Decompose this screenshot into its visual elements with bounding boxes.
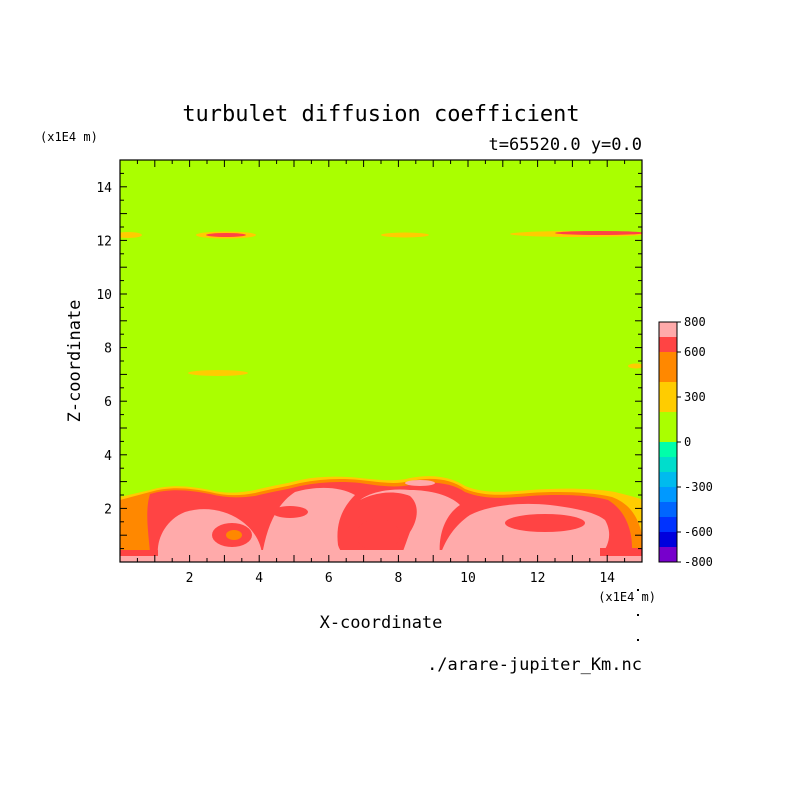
- source-file-label: ./arare-jupiter_Km.nc: [427, 655, 642, 675]
- x-tick-label: 2: [186, 571, 194, 586]
- chart-title: turbulet diffusion coefficient: [182, 102, 579, 127]
- y-tick-label: 10: [96, 288, 112, 303]
- streak: [628, 363, 642, 369]
- streak: [381, 232, 429, 238]
- x-tick-label: 4: [255, 571, 263, 586]
- colorbar-tick-label: 0: [684, 435, 691, 449]
- streak: [555, 231, 642, 235]
- y-tick-label: 8: [104, 342, 112, 357]
- x-tick-label: 12: [530, 571, 546, 586]
- y-tick-label: 2: [104, 502, 112, 517]
- y-tick-label: 12: [96, 234, 112, 249]
- eddy-core: [356, 519, 400, 551]
- contour-fill: [120, 231, 642, 562]
- y-axis-label: Z-coordinate: [65, 300, 85, 423]
- surface-band: [120, 550, 158, 556]
- colorbar-swatch: [659, 457, 677, 472]
- x-tick-label: 10: [460, 571, 476, 586]
- colorbar-tick-label: -300: [684, 480, 713, 494]
- y-tick-label: 4: [104, 449, 112, 464]
- x-axis: 2 4 6 8 10 12 14: [119, 160, 643, 586]
- colorbar: 800 600 300 0 -300 -600 -800: [658, 315, 713, 569]
- y-unit-label: (x1E4 m): [40, 130, 98, 144]
- colorbar-swatch: [659, 532, 677, 547]
- marker-dot: [637, 614, 639, 616]
- x-unit-label: (x1E4 m): [598, 590, 656, 604]
- y-tick-label: 14: [96, 181, 112, 196]
- colorbar-swatch: [659, 487, 677, 502]
- colorbar-swatch: [659, 322, 677, 337]
- colorbar-swatch: [659, 442, 677, 457]
- streak: [188, 370, 248, 376]
- surface-band: [600, 548, 642, 556]
- chart-subtitle: t=65520.0 y=0.0: [488, 135, 642, 155]
- colorbar-tick-label: 800: [684, 315, 706, 329]
- colorbar-tick-label: -800: [684, 555, 713, 569]
- contour-level-800: [262, 487, 355, 556]
- colorbar-swatch: [659, 427, 677, 442]
- x-tick-label: 6: [325, 571, 333, 586]
- y-tick-label: 6: [104, 395, 112, 410]
- colorbar-tick-label: 600: [684, 345, 706, 359]
- streak: [120, 232, 142, 238]
- colorbar-swatch: [659, 502, 677, 517]
- colorbar-swatch: [659, 352, 677, 367]
- x-axis-label: X-coordinate: [320, 613, 443, 633]
- contour-level-500: [120, 500, 150, 552]
- colorbar-swatch: [659, 472, 677, 487]
- x-tick-label: 14: [599, 571, 615, 586]
- marker-dot: [637, 589, 639, 591]
- eddy-core: [405, 480, 435, 486]
- y-axis: 2 4 6 8 10 12 14: [96, 159, 642, 563]
- colorbar-swatch: [659, 547, 677, 562]
- colorbar-swatch: [659, 397, 677, 412]
- surface-band: [120, 550, 642, 562]
- marker-dot: [637, 639, 639, 641]
- eddy-core: [272, 506, 308, 518]
- eddy-core: [505, 514, 585, 532]
- streak: [206, 233, 246, 237]
- contour-level-800: [360, 489, 460, 556]
- colorbar-tick-label: -600: [684, 525, 713, 539]
- eddy-core: [226, 530, 242, 540]
- colorbar-swatch: [659, 367, 677, 382]
- x-tick-label: 8: [394, 571, 402, 586]
- colorbar-swatch: [659, 382, 677, 397]
- colorbar-tick-label: 300: [684, 390, 706, 404]
- colorbar-swatch: [659, 517, 677, 532]
- colorbar-swatch: [659, 337, 677, 352]
- colorbar-swatch: [659, 412, 677, 427]
